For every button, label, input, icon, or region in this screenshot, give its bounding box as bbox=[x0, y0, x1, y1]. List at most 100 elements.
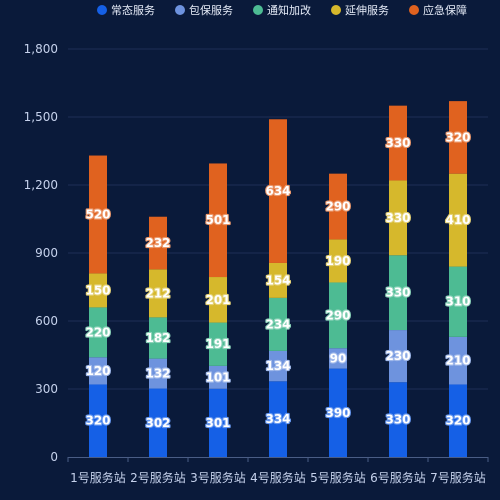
bar-segment bbox=[149, 358, 167, 389]
bar-segment bbox=[389, 382, 407, 457]
legend-label: 延伸服务 bbox=[345, 4, 389, 17]
bar-segment bbox=[329, 282, 347, 349]
data-label: 154 bbox=[265, 273, 290, 287]
data-label: 201 bbox=[205, 293, 230, 307]
data-label: 232 bbox=[145, 236, 170, 250]
data-label: 330 bbox=[385, 211, 410, 225]
y-tick-label: 1,800 bbox=[24, 42, 58, 56]
bar-segment bbox=[389, 330, 407, 383]
data-label: 320 bbox=[85, 414, 110, 428]
x-tick-label: 6号服务站 bbox=[370, 470, 426, 485]
bar-segment bbox=[209, 322, 227, 366]
bar-segment bbox=[149, 269, 167, 318]
data-label: 501 bbox=[205, 213, 230, 227]
x-tick-label: 1号服务站 bbox=[70, 470, 126, 485]
bar-segment bbox=[269, 297, 287, 351]
data-label: 330 bbox=[385, 136, 410, 150]
bar-segment bbox=[269, 119, 287, 263]
legend-marker bbox=[253, 5, 263, 15]
bar-segment bbox=[329, 368, 347, 457]
data-label: 132 bbox=[145, 367, 170, 381]
bar-segment bbox=[329, 239, 347, 283]
bar-segment bbox=[389, 180, 407, 256]
bar-segment bbox=[449, 101, 467, 174]
x-tick-label: 2号服务站 bbox=[130, 470, 186, 485]
data-label-layer: 320 120 220 150 520 302 132 182 212 232 301 101 191 2… bbox=[84, 129, 471, 431]
data-label: 320 bbox=[445, 130, 470, 144]
data-label: 320 bbox=[445, 414, 470, 428]
y-tick-label: 900 bbox=[35, 246, 58, 260]
data-label: 334 bbox=[265, 412, 290, 426]
data-label: 330 bbox=[385, 286, 410, 300]
data-label: 634 bbox=[265, 184, 290, 198]
y-tick-label: 0 bbox=[50, 450, 58, 464]
bar-segment bbox=[449, 173, 467, 267]
legend-item[interactable]: 常态服务 bbox=[97, 4, 155, 17]
legend: 常态服务 包保服务 通知加改 延伸服务 应急保障 bbox=[97, 3, 467, 17]
bar-segment bbox=[329, 173, 347, 240]
y-tick-label: 1,500 bbox=[24, 110, 58, 124]
x-tick-label: 3号服务站 bbox=[190, 470, 246, 485]
data-label: 330 bbox=[385, 413, 410, 427]
data-label: 90 bbox=[330, 351, 347, 365]
bar-segment bbox=[149, 317, 167, 359]
data-label: 190 bbox=[325, 254, 350, 268]
y-tick-label: 300 bbox=[35, 382, 58, 396]
bar-segment bbox=[149, 216, 167, 270]
data-label: 150 bbox=[85, 283, 110, 297]
bar-segment bbox=[449, 336, 467, 385]
y-tick-label: 600 bbox=[35, 314, 58, 328]
data-label: 212 bbox=[145, 286, 170, 300]
bar-layer bbox=[89, 101, 467, 457]
bar-segment bbox=[209, 277, 227, 323]
data-label: 310 bbox=[445, 295, 470, 309]
data-label: 134 bbox=[265, 359, 290, 373]
legend-marker bbox=[175, 5, 185, 15]
y-tick-label: 1,200 bbox=[24, 178, 58, 192]
data-label: 191 bbox=[205, 337, 230, 351]
legend-item[interactable]: 应急保障 bbox=[409, 3, 467, 17]
bar-segment bbox=[209, 388, 227, 457]
legend-label: 通知加改 bbox=[267, 3, 311, 17]
data-label: 120 bbox=[85, 364, 110, 378]
data-label: 230 bbox=[385, 349, 410, 363]
bar-segment bbox=[269, 381, 287, 457]
legend-label: 包保服务 bbox=[189, 3, 233, 17]
data-label: 410 bbox=[445, 213, 470, 227]
legend-item[interactable]: 包保服务 bbox=[175, 3, 233, 17]
data-label: 290 bbox=[325, 308, 350, 322]
x-tick-label: 4号服务站 bbox=[250, 470, 306, 485]
legend-marker bbox=[331, 5, 341, 15]
bar-segment bbox=[89, 357, 107, 385]
data-label: 301 bbox=[205, 416, 230, 430]
data-label: 101 bbox=[205, 370, 230, 384]
bar-segment bbox=[149, 388, 167, 457]
data-label: 234 bbox=[265, 317, 290, 331]
bar-segment bbox=[89, 155, 107, 274]
legend-item[interactable]: 延伸服务 bbox=[331, 4, 389, 17]
x-tick-label: 7号服务站 bbox=[430, 470, 486, 485]
data-label: 302 bbox=[145, 416, 170, 430]
bar-segment bbox=[389, 255, 407, 331]
legend-marker bbox=[97, 5, 107, 15]
bar-segment bbox=[389, 105, 407, 181]
bar-segment bbox=[269, 350, 287, 382]
bar-segment bbox=[89, 273, 107, 308]
bar-segment bbox=[449, 266, 467, 337]
x-tick-label: 5号服务站 bbox=[310, 470, 366, 485]
bar-segment bbox=[269, 262, 287, 298]
legend-item[interactable]: 通知加改 bbox=[253, 3, 311, 17]
data-label: 520 bbox=[85, 207, 110, 221]
bar-segment bbox=[209, 365, 227, 389]
data-label: 220 bbox=[85, 325, 110, 339]
bar-segment bbox=[329, 348, 347, 369]
bar-segment bbox=[89, 307, 107, 358]
legend-label: 应急保障 bbox=[423, 3, 467, 17]
data-label: 182 bbox=[145, 331, 170, 345]
bar-segment bbox=[89, 384, 107, 457]
data-label: 390 bbox=[325, 406, 350, 420]
bar-segment bbox=[449, 384, 467, 457]
legend-marker bbox=[409, 5, 419, 15]
